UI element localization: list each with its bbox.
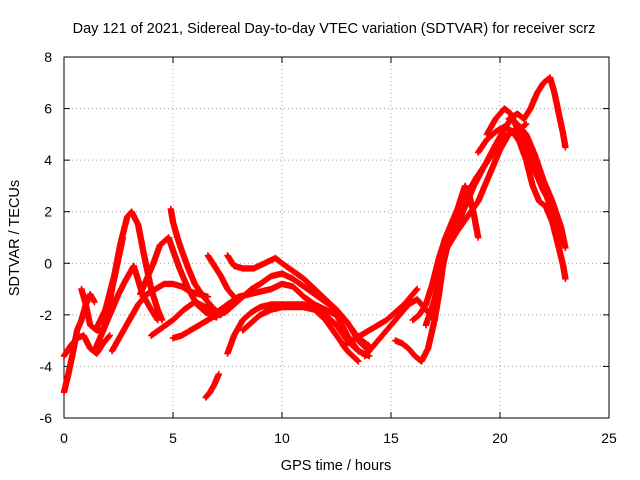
data-markers	[60, 332, 113, 360]
y-tick-label: -2	[40, 307, 53, 323]
series-arc11	[202, 371, 222, 401]
series-arc2	[60, 332, 113, 360]
data-markers	[204, 252, 238, 300]
x-tick-label: 5	[169, 430, 177, 446]
data-markers	[239, 303, 362, 365]
series-arc24	[483, 105, 565, 246]
data-markers	[148, 280, 373, 360]
data-markers	[202, 371, 222, 401]
axis-ticks	[63, 56, 610, 419]
data-markers	[505, 74, 569, 151]
chart-title: Day 121 of 2021, Sidereal Day-to-day VTE…	[73, 21, 596, 37]
x-tick-labels: 0 5 10 15 20 25	[60, 430, 617, 446]
y-tick-label: 2	[44, 204, 52, 220]
series-arc19	[409, 120, 530, 324]
data-markers	[409, 120, 530, 324]
y-tick-label: 0	[44, 255, 52, 271]
series-arc9	[167, 205, 225, 319]
x-tick-label: 25	[601, 430, 617, 446]
y-tick-label: 8	[44, 49, 52, 65]
y-tick-label: -6	[40, 410, 53, 426]
series-arc6	[108, 280, 212, 355]
y-tick-label: 4	[44, 152, 52, 168]
y-tick-labels: -6 -4 -2 0 2 4 6 8	[40, 49, 53, 426]
data-markers	[108, 280, 212, 355]
series-arc16	[339, 285, 421, 349]
data-markers	[339, 285, 421, 349]
series-arc1	[60, 291, 98, 396]
series-arc15	[239, 303, 362, 365]
series-arc8	[148, 280, 373, 360]
data-markers	[167, 205, 225, 319]
x-tick-label: 20	[492, 430, 508, 446]
series-arc12	[204, 252, 238, 300]
data-markers	[60, 291, 98, 396]
y-tick-label: 6	[44, 101, 52, 117]
y-axis-label: SDTVAR / TECUs	[7, 180, 23, 296]
data-markers	[475, 123, 569, 282]
y-tick-label: -4	[40, 358, 53, 374]
data-series	[60, 74, 569, 401]
data-markers	[422, 182, 482, 329]
x-tick-label: 15	[383, 430, 399, 446]
series-arc14	[224, 252, 373, 355]
series-arc20	[422, 182, 482, 329]
series-arc25	[505, 74, 569, 151]
series-arc23	[475, 123, 569, 282]
data-markers	[483, 105, 565, 246]
plot-frame	[63, 56, 610, 419]
x-tick-label: 0	[60, 430, 68, 446]
data-markers	[224, 252, 373, 355]
x-axis-label: GPS time / hours	[281, 458, 391, 474]
x-tick-label: 10	[274, 430, 290, 446]
